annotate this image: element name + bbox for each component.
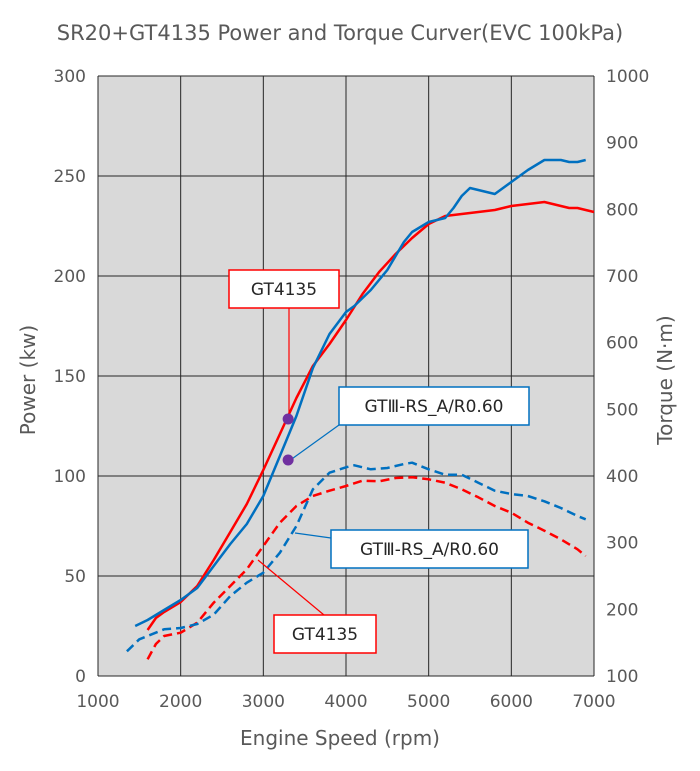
- callout-lines: [257, 308, 340, 616]
- y-tick-label: 200: [54, 267, 86, 287]
- y-tick-label: 150: [54, 367, 86, 387]
- callout-label-0: GT4135: [251, 280, 317, 300]
- data-marker-0: [282, 413, 294, 425]
- data-marker-1: [282, 454, 294, 466]
- y-axis-label: Power (kw): [16, 325, 40, 435]
- y-tick-label: 50: [64, 567, 86, 587]
- y2-tick-label: 200: [606, 600, 638, 620]
- callout-box-2: [330, 529, 529, 569]
- markers-layer: [282, 413, 294, 466]
- callout-box-0: [228, 269, 340, 309]
- callout-line-3: [257, 559, 325, 616]
- chart-title: SR20+GT4135 Power and Torque Curver(EVC …: [57, 21, 623, 45]
- x-tick-label: 5000: [407, 692, 450, 712]
- x-tick-label: 1000: [76, 692, 119, 712]
- axis-ticks: 1000 2000 3000 4000 5000 6000 7000 0 50 100 150 200…: [54, 67, 650, 712]
- y-tick-label: 0: [75, 667, 86, 687]
- y-tick-label: 250: [54, 167, 86, 187]
- callout-line-1: [288, 424, 340, 462]
- series-torque-3: [126, 461, 587, 653]
- y2-tick-label: 1000: [606, 67, 649, 87]
- x-tick-label: 6000: [490, 692, 533, 712]
- series-layer: [126, 158, 595, 660]
- y2-tick-label: 500: [606, 400, 638, 420]
- y2-tick-label: 700: [606, 267, 638, 287]
- x-axis-label: Engine Speed (rpm): [240, 726, 440, 750]
- x-tick-label: 2000: [159, 692, 202, 712]
- callout-label-2: GTⅢ-RS_A/R0.60: [360, 540, 499, 560]
- callout-box-3: [273, 614, 377, 654]
- y2-tick-label: 900: [606, 134, 638, 154]
- callout-line-2: [294, 532, 332, 539]
- y2-axis-label: Torque (N·m): [653, 315, 677, 445]
- y-tick-label: 100: [54, 467, 86, 487]
- y2-tick-label: 300: [606, 534, 638, 554]
- y2-tick-label: 600: [606, 334, 638, 354]
- callout-label-1: GTⅢ-RS_A/R0.60: [365, 397, 504, 417]
- y2-tick-label: 100: [606, 667, 638, 687]
- annotation-layer: GT4135 GTⅢ-RS_A/R0.60 GTⅢ-RS_A/R0.60 GT4135: [228, 269, 530, 654]
- series-power-0: [146, 200, 595, 631]
- series-torque-2: [146, 476, 587, 660]
- y-tick-label: 300: [54, 67, 86, 87]
- callout-box-1: [338, 386, 530, 426]
- series-power-1: [134, 158, 586, 628]
- x-tick-label: 4000: [324, 692, 367, 712]
- grid: [97, 75, 595, 677]
- callout-label-3: GT4135: [292, 625, 358, 645]
- y2-tick-label: 800: [606, 200, 638, 220]
- x-tick-label: 7000: [572, 692, 615, 712]
- x-tick-label: 3000: [242, 692, 285, 712]
- y2-tick-label: 400: [606, 467, 638, 487]
